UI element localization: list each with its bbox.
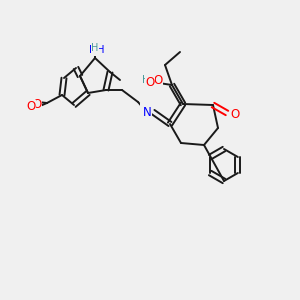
Text: N: N xyxy=(142,106,152,118)
Text: O: O xyxy=(32,98,42,112)
Text: O: O xyxy=(230,109,240,122)
Text: H: H xyxy=(91,43,99,53)
Text: O: O xyxy=(26,100,36,113)
Text: H: H xyxy=(142,75,150,85)
Text: O: O xyxy=(146,76,154,88)
Text: N: N xyxy=(141,103,149,116)
Text: O: O xyxy=(153,74,163,86)
Text: NH: NH xyxy=(89,45,105,55)
